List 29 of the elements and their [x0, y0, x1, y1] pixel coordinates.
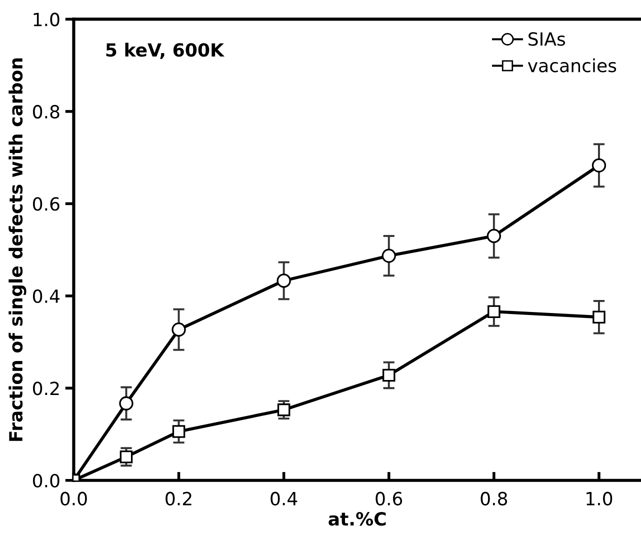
legend-label: vacancies: [528, 58, 616, 72]
point: [592, 158, 606, 172]
point: [172, 322, 186, 337]
legend-label: SIAs: [528, 32, 566, 46]
annotation: 5 keV, 600K: [106, 42, 225, 60]
point: [592, 310, 606, 324]
point: [382, 368, 396, 382]
y-tick-label: 0.0: [32, 474, 60, 488]
point: [486, 228, 502, 244]
y-tick-label: 0.6: [32, 197, 60, 211]
y-axis-title: Fraction of single defects with carbon: [8, 58, 26, 441]
point: [172, 425, 186, 438]
x-tick-label: 0.8: [480, 492, 508, 506]
y-tick-label: 1.0: [34, 12, 60, 26]
x-axis-title: at.%C: [328, 512, 386, 526]
x-tick-label: 0.0: [60, 492, 87, 506]
y-tick-label: 0.8: [32, 104, 60, 119]
point: [277, 403, 290, 416]
point: [119, 396, 134, 410]
x-tick-label: 1.0: [586, 492, 612, 506]
y-tick-label: 0.4: [32, 289, 60, 304]
y-tick-label: 0.2: [32, 382, 59, 396]
x-tick-label: 0.6: [376, 492, 402, 506]
point: [488, 305, 500, 318]
x-tick-label: 0.4: [270, 492, 298, 506]
point: [276, 274, 291, 288]
point: [382, 248, 396, 263]
point: [120, 450, 133, 464]
x-tick-label: 0.2: [166, 492, 192, 506]
